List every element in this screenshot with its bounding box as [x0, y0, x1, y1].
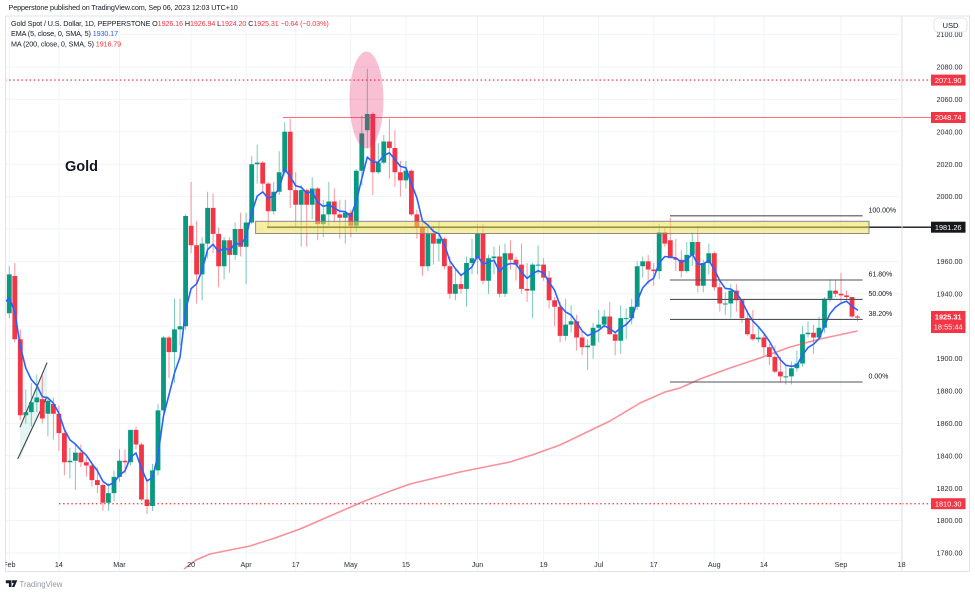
- svg-text:1925.31: 1925.31: [935, 312, 962, 321]
- svg-text:38.20%: 38.20%: [869, 311, 893, 318]
- svg-text:1860.00: 1860.00: [937, 419, 963, 428]
- svg-text:2020.00: 2020.00: [937, 160, 963, 169]
- svg-text:61.80%: 61.80%: [869, 272, 893, 279]
- svg-text:Gold Spot / U.S. Dollar, 1D, P: Gold Spot / U.S. Dollar, 1D, PEPPERSTONE…: [11, 19, 329, 28]
- svg-text:EMA (5, close, 0, SMA, 5) 193: EMA (5, close, 0, SMA, 5) 1930.17: [11, 29, 118, 38]
- svg-text:17: 17: [650, 560, 658, 569]
- svg-text:USD: USD: [942, 21, 959, 30]
- svg-text:50.00%: 50.00%: [869, 291, 893, 298]
- svg-text:2048.74: 2048.74: [935, 113, 962, 122]
- svg-text:20: 20: [187, 560, 195, 569]
- svg-text:100.00%: 100.00%: [869, 207, 897, 214]
- svg-text:14: 14: [55, 560, 63, 569]
- svg-text:Jun: Jun: [472, 560, 484, 569]
- svg-text:Pepperstone published on Tradi: Pepperstone published on TradingView.com…: [9, 3, 238, 12]
- svg-text:1981.26: 1981.26: [935, 223, 962, 232]
- svg-text:1940.00: 1940.00: [937, 289, 963, 298]
- svg-text:18:55:44: 18:55:44: [934, 323, 963, 332]
- svg-text:2040.00: 2040.00: [937, 127, 963, 136]
- svg-text:1900.00: 1900.00: [937, 354, 963, 363]
- svg-text:18: 18: [898, 560, 906, 569]
- svg-text:TradingView: TradingView: [20, 580, 63, 589]
- svg-text:Feb: Feb: [3, 560, 15, 569]
- svg-text:1820.00: 1820.00: [937, 484, 963, 493]
- svg-text:2071.90: 2071.90: [935, 76, 962, 85]
- svg-text:17: 17: [292, 560, 300, 569]
- svg-text:2080.00: 2080.00: [937, 63, 963, 72]
- svg-text:Mar: Mar: [113, 560, 126, 569]
- svg-text:2000.00: 2000.00: [937, 192, 963, 201]
- svg-text:Aug: Aug: [708, 560, 721, 569]
- svg-text:2060.00: 2060.00: [937, 95, 963, 104]
- svg-text:Apr: Apr: [241, 560, 253, 569]
- svg-text:1810.30: 1810.30: [935, 499, 962, 508]
- svg-text:15: 15: [402, 560, 410, 569]
- svg-text:May: May: [344, 560, 358, 569]
- svg-text:14: 14: [760, 560, 768, 569]
- svg-text:MA (200, close, 0, SMA, 5) 19: MA (200, close, 0, SMA, 5) 1916.79: [11, 39, 121, 48]
- svg-text:1840.00: 1840.00: [937, 451, 963, 460]
- svg-text:Jul: Jul: [594, 560, 604, 569]
- svg-text:1960.00: 1960.00: [937, 257, 963, 266]
- svg-text:1800.00: 1800.00: [937, 516, 963, 525]
- svg-text:1880.00: 1880.00: [937, 387, 963, 396]
- svg-text:Sep: Sep: [835, 560, 848, 569]
- svg-text:2100.00: 2100.00: [937, 30, 963, 39]
- svg-text:1780.00: 1780.00: [937, 549, 963, 558]
- svg-text:0.00%: 0.00%: [869, 374, 889, 381]
- svg-text:19: 19: [540, 560, 548, 569]
- svg-text:Gold: Gold: [65, 159, 98, 175]
